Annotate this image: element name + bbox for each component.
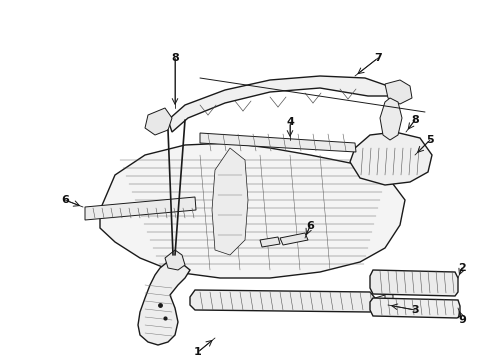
Text: 8: 8 xyxy=(411,115,419,125)
Polygon shape xyxy=(190,290,375,312)
Polygon shape xyxy=(138,260,190,345)
Polygon shape xyxy=(370,298,460,318)
Text: 6: 6 xyxy=(306,221,314,231)
Polygon shape xyxy=(260,237,280,247)
Polygon shape xyxy=(85,197,196,220)
Polygon shape xyxy=(385,292,393,315)
Polygon shape xyxy=(165,250,185,270)
Polygon shape xyxy=(370,270,458,296)
Polygon shape xyxy=(168,76,390,132)
Polygon shape xyxy=(145,108,172,135)
Text: 1: 1 xyxy=(194,347,202,357)
Polygon shape xyxy=(100,143,405,278)
Text: 9: 9 xyxy=(458,315,466,325)
Polygon shape xyxy=(385,80,412,104)
Text: 5: 5 xyxy=(426,135,434,145)
Text: 2: 2 xyxy=(458,263,466,273)
Polygon shape xyxy=(200,133,356,152)
Polygon shape xyxy=(212,148,248,255)
Text: 8: 8 xyxy=(171,53,179,63)
Polygon shape xyxy=(350,132,432,185)
Text: 4: 4 xyxy=(286,117,294,127)
Text: 6: 6 xyxy=(61,195,69,205)
Text: 3: 3 xyxy=(411,305,419,315)
Text: 7: 7 xyxy=(374,53,382,63)
Polygon shape xyxy=(380,98,402,140)
Polygon shape xyxy=(280,233,308,245)
